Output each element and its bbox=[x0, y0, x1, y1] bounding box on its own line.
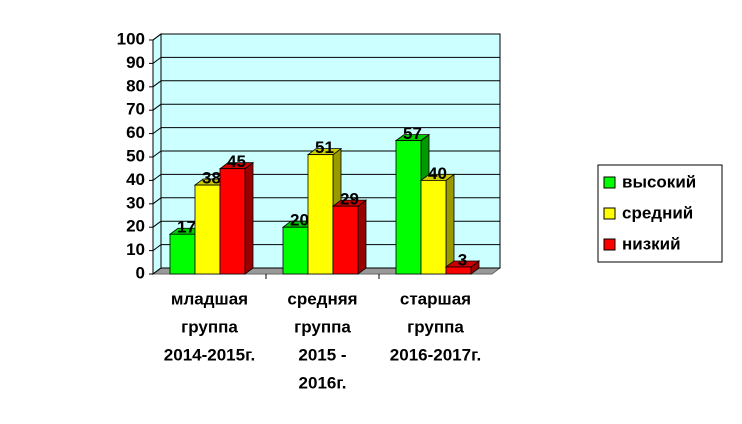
bar-front bbox=[307, 154, 334, 275]
bar-front bbox=[219, 168, 246, 275]
x-tick-label: 2015 - bbox=[298, 345, 346, 364]
bar-front bbox=[445, 266, 472, 275]
bar-front bbox=[395, 140, 422, 275]
y-tick-label: 100 bbox=[117, 29, 145, 48]
grid-line bbox=[152, 103, 162, 111]
y-tick-label: 30 bbox=[126, 193, 145, 212]
value-label: 3 bbox=[458, 250, 467, 269]
bar-side bbox=[244, 161, 254, 275]
x-tick-label: 2016-2017г. bbox=[390, 345, 481, 364]
value-label: 57 bbox=[403, 124, 422, 143]
bar bbox=[331, 199, 368, 275]
y-tick-label: 10 bbox=[126, 240, 145, 259]
grid-line bbox=[152, 197, 162, 205]
bar-front bbox=[420, 179, 447, 275]
legend-swatch bbox=[603, 238, 616, 251]
y-tick-label: 20 bbox=[126, 217, 145, 236]
legend-label: средний bbox=[622, 203, 693, 222]
bar-front bbox=[194, 184, 221, 275]
bar-side bbox=[357, 199, 367, 275]
y-tick-label: 40 bbox=[126, 170, 145, 189]
y-tick-label: 70 bbox=[126, 100, 145, 119]
value-label: 17 bbox=[177, 218, 196, 237]
grid-line bbox=[152, 244, 162, 252]
value-label: 29 bbox=[340, 190, 359, 209]
x-tick-label: группа bbox=[407, 317, 464, 336]
y-tick-label: 90 bbox=[126, 53, 145, 72]
grid-line bbox=[152, 150, 162, 158]
x-tick-label: средняя bbox=[287, 289, 357, 308]
y-tick-label: 50 bbox=[126, 146, 145, 165]
grid-line bbox=[152, 127, 162, 135]
grid-line bbox=[152, 220, 162, 228]
value-label: 45 bbox=[227, 152, 246, 171]
x-tick-label: 2016г. bbox=[299, 373, 347, 392]
grid-line bbox=[152, 173, 162, 181]
value-label: 38 bbox=[202, 169, 221, 188]
bar-front bbox=[282, 226, 309, 275]
x-tick-label: группа bbox=[181, 317, 238, 336]
y-tick-label: 0 bbox=[136, 263, 145, 282]
legend-label: низкий bbox=[622, 234, 681, 253]
legend-swatch bbox=[603, 207, 616, 220]
y-tick-label: 60 bbox=[126, 123, 145, 142]
bar-front bbox=[169, 233, 196, 275]
x-tick-label: старшая bbox=[400, 289, 471, 308]
value-label: 40 bbox=[428, 164, 447, 183]
legend-swatch bbox=[603, 176, 616, 189]
legend-label: высокий bbox=[622, 172, 696, 191]
bar-front bbox=[332, 205, 359, 275]
x-tick-label: группа bbox=[294, 317, 351, 336]
x-tick-label: 2014-2015г. bbox=[164, 345, 255, 364]
bar bbox=[444, 260, 481, 275]
bar-side bbox=[445, 173, 455, 275]
x-tick-label: младшая bbox=[171, 289, 248, 308]
value-label: 51 bbox=[315, 138, 334, 157]
y-tick-label: 80 bbox=[126, 76, 145, 95]
grid-line bbox=[152, 80, 162, 88]
grid-line bbox=[152, 267, 162, 275]
grid-line bbox=[152, 33, 162, 41]
bar bbox=[218, 161, 255, 275]
bar bbox=[419, 173, 456, 275]
value-label: 20 bbox=[290, 211, 309, 230]
grid-line bbox=[152, 57, 162, 64]
legend-box bbox=[597, 164, 723, 263]
